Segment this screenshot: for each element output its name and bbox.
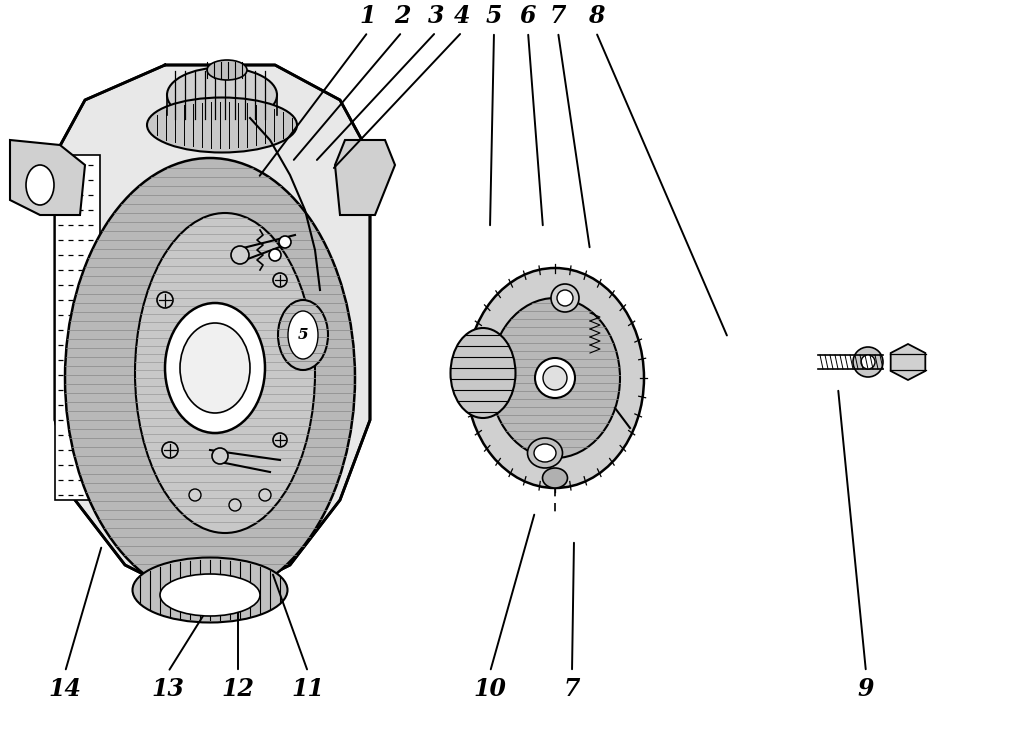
Circle shape bbox=[229, 499, 241, 511]
Circle shape bbox=[269, 249, 281, 261]
Circle shape bbox=[273, 433, 287, 447]
Ellipse shape bbox=[451, 328, 515, 418]
Text: 2: 2 bbox=[394, 4, 411, 28]
Circle shape bbox=[279, 236, 291, 248]
Ellipse shape bbox=[490, 298, 620, 458]
Text: 7: 7 bbox=[564, 677, 581, 701]
Ellipse shape bbox=[135, 213, 315, 533]
Text: 13: 13 bbox=[152, 677, 184, 701]
Ellipse shape bbox=[132, 558, 288, 623]
Text: 6: 6 bbox=[520, 4, 537, 28]
Circle shape bbox=[259, 489, 271, 501]
Circle shape bbox=[557, 290, 573, 306]
Ellipse shape bbox=[207, 60, 247, 80]
Circle shape bbox=[861, 355, 874, 369]
Ellipse shape bbox=[180, 323, 250, 413]
Polygon shape bbox=[891, 344, 926, 380]
Ellipse shape bbox=[534, 444, 556, 462]
Polygon shape bbox=[55, 65, 370, 590]
Ellipse shape bbox=[466, 268, 644, 488]
Text: 8: 8 bbox=[588, 4, 604, 28]
Ellipse shape bbox=[278, 300, 328, 370]
Circle shape bbox=[231, 246, 249, 264]
Ellipse shape bbox=[543, 468, 567, 488]
Ellipse shape bbox=[527, 438, 562, 468]
Text: 11: 11 bbox=[292, 677, 325, 701]
Circle shape bbox=[212, 448, 228, 464]
Text: 3: 3 bbox=[428, 4, 444, 28]
Text: 10: 10 bbox=[473, 677, 507, 701]
Ellipse shape bbox=[26, 165, 54, 205]
Polygon shape bbox=[335, 140, 395, 215]
Text: 9: 9 bbox=[858, 677, 874, 701]
Ellipse shape bbox=[167, 67, 278, 123]
Circle shape bbox=[162, 442, 178, 458]
Text: 1: 1 bbox=[359, 4, 376, 28]
Text: 5: 5 bbox=[485, 4, 502, 28]
Circle shape bbox=[551, 284, 579, 312]
Text: 7: 7 bbox=[550, 4, 566, 28]
Polygon shape bbox=[10, 140, 85, 215]
Text: 12: 12 bbox=[221, 677, 255, 701]
Circle shape bbox=[853, 347, 883, 377]
Circle shape bbox=[273, 273, 287, 287]
Ellipse shape bbox=[165, 303, 265, 433]
Circle shape bbox=[543, 366, 567, 390]
Text: 14: 14 bbox=[48, 677, 82, 701]
Text: 4: 4 bbox=[454, 4, 470, 28]
Ellipse shape bbox=[65, 158, 355, 598]
Circle shape bbox=[157, 292, 173, 308]
Ellipse shape bbox=[288, 311, 318, 359]
Ellipse shape bbox=[147, 97, 297, 153]
Circle shape bbox=[189, 489, 201, 501]
FancyBboxPatch shape bbox=[55, 155, 100, 500]
Ellipse shape bbox=[160, 574, 260, 616]
Text: 5: 5 bbox=[298, 328, 308, 342]
Circle shape bbox=[535, 358, 575, 398]
